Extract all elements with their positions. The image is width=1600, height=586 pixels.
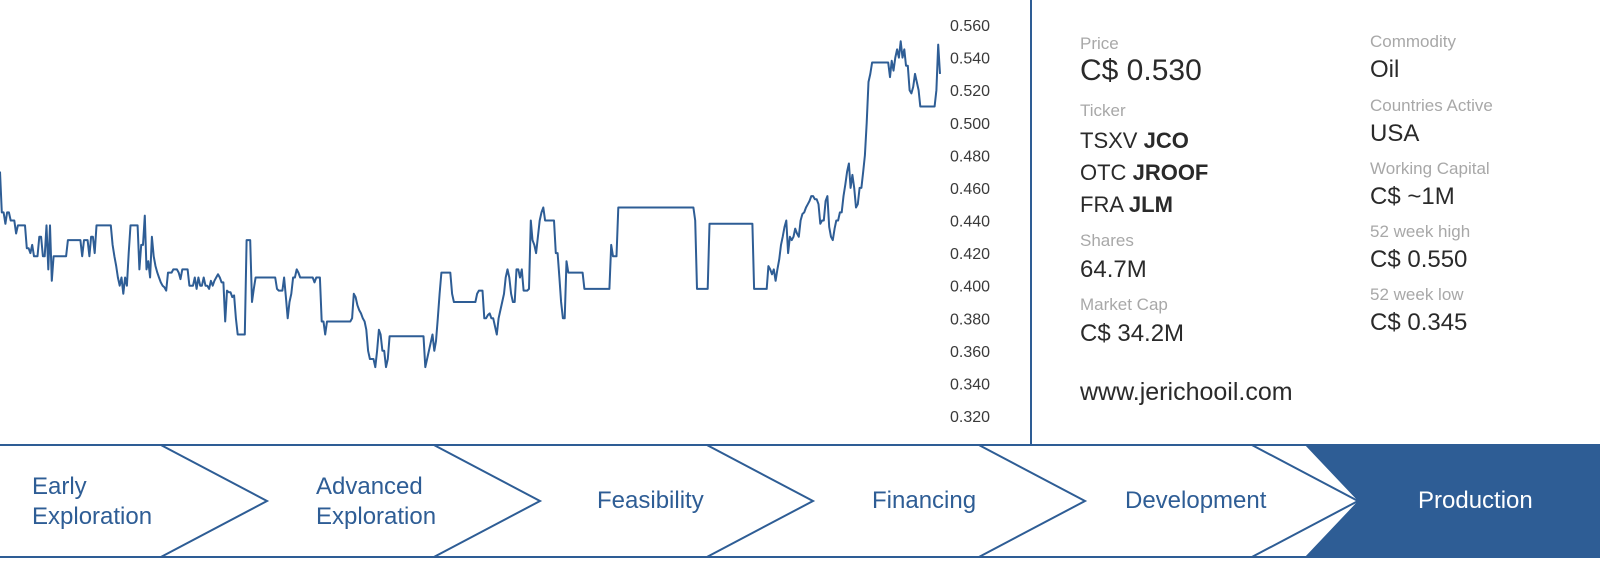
price-label: Price xyxy=(1080,34,1119,53)
stage-active-fill xyxy=(1304,444,1600,558)
stage-arrows-svg xyxy=(0,444,1600,558)
stage-progress-bar: Early Exploration Advanced Exploration F… xyxy=(0,444,1600,558)
stage-chevron xyxy=(704,444,816,558)
y-tick-label: 0.380 xyxy=(950,311,990,328)
low52-value: C$ 0.345 xyxy=(1370,309,1468,336)
ticker-symbol: JCO xyxy=(1143,128,1189,153)
stage-label-line: Development xyxy=(1125,487,1267,514)
ticker-exchange: FRA xyxy=(1080,192,1123,217)
y-tick-label: 0.360 xyxy=(950,344,990,361)
stage-label-line: Production xyxy=(1418,487,1533,514)
price-value: C$ 0.530 xyxy=(1080,54,1202,87)
stage-label-line: Advanced xyxy=(316,473,423,500)
y-tick-label: 0.400 xyxy=(950,279,990,296)
y-tick-label: 0.560 xyxy=(950,18,990,35)
ticker-line-fra: FRA JLM xyxy=(1080,189,1173,221)
low52-label: 52 week low xyxy=(1370,285,1464,304)
market-cap-label: Market Cap xyxy=(1080,295,1168,314)
stage-label-line: Early xyxy=(32,473,87,500)
market-cap-value: C$ 34.2M xyxy=(1080,320,1185,347)
y-tick-label: 0.480 xyxy=(950,148,990,165)
stage-chevron xyxy=(1249,444,1361,558)
price-series-line xyxy=(0,40,941,369)
stage-label-line: Exploration xyxy=(32,503,153,530)
y-tick-label: 0.440 xyxy=(950,214,990,231)
countries-value: USA xyxy=(1370,120,1420,147)
ticker-symbol: JLM xyxy=(1128,192,1173,217)
shares-value: 64.7M xyxy=(1080,256,1147,283)
y-tick-label: 0.320 xyxy=(950,409,990,426)
chart-divider xyxy=(1030,0,1032,446)
ticker-label: Ticker xyxy=(1080,101,1126,120)
website-link[interactable]: www.jerichooil.com xyxy=(1080,378,1293,406)
stage-financing: Financing xyxy=(872,486,976,516)
commodity-label: Commodity xyxy=(1370,32,1456,51)
price-chart: 0.560 0.540 0.520 0.500 0.480 0.460 0.440 0.420… xyxy=(0,0,1032,445)
y-tick-label: 0.540 xyxy=(950,51,990,68)
ticker-line-tsxv: TSXV JCO xyxy=(1080,125,1189,157)
commodity-value: Oil xyxy=(1370,56,1400,83)
working-capital-label: Working Capital xyxy=(1370,159,1490,178)
ticker-exchange: OTC xyxy=(1080,160,1127,185)
stage-label-line: Exploration xyxy=(316,503,437,530)
countries-label: Countries Active xyxy=(1370,96,1493,115)
stage-feasibility: Feasibility xyxy=(597,486,704,516)
y-tick-label: 0.460 xyxy=(950,181,990,198)
stage-development: Development xyxy=(1125,486,1266,516)
high52-label: 52 week high xyxy=(1370,222,1471,241)
ticker-symbol: JROOF xyxy=(1132,160,1209,185)
stage-early-exploration: Early Exploration xyxy=(32,472,152,532)
shares-label: Shares xyxy=(1080,231,1134,250)
y-tick-label: 0.500 xyxy=(950,116,990,133)
y-tick-label: 0.340 xyxy=(950,376,990,393)
stage-advanced-exploration: Advanced Exploration xyxy=(316,472,436,532)
ticker-exchange: TSXV xyxy=(1080,128,1138,153)
stage-chevron xyxy=(976,444,1088,558)
working-capital-value: C$ ~1M xyxy=(1370,183,1455,210)
stock-info-panel: Price C$ 0.530 Ticker TSXV JCO OTC JROOF… xyxy=(1080,0,1600,440)
y-tick-label: 0.520 xyxy=(950,83,990,100)
stage-production: Production xyxy=(1418,486,1533,516)
high52-value: C$ 0.550 xyxy=(1370,246,1468,273)
price-chart-svg: 0.560 0.540 0.520 0.500 0.480 0.460 0.440 0.420… xyxy=(0,18,990,426)
stage-label-line: Feasibility xyxy=(597,487,704,514)
stage-chevron xyxy=(158,444,270,558)
y-tick-label: 0.420 xyxy=(950,246,990,263)
stage-label-line: Financing xyxy=(872,487,977,514)
ticker-line-otc: OTC JROOF xyxy=(1080,157,1208,189)
stage-chevron xyxy=(431,444,543,558)
